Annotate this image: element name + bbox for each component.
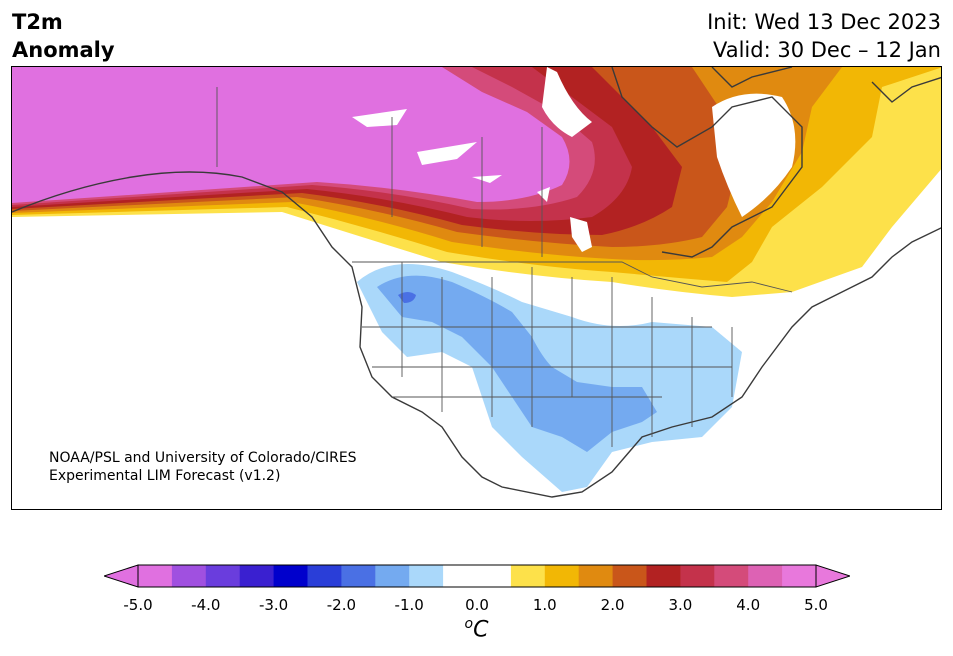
great-lake-2 [417,142,477,165]
colorbar-tick-label: 1.0 [532,596,557,614]
colorbar-tick-label: -3.0 [258,596,289,614]
colorbar-ticks: -5.0 -4.0 -3.0 -2.0 -1.0 0.0 1.0 2.0 3.0 4.0 5.0 [0,596,953,616]
colorbar-cell [544,565,580,587]
cold-band-neg1p0 [377,275,657,452]
anomaly-map [11,66,942,510]
great-lake-3 [472,175,502,183]
great-lake-4 [537,187,550,202]
colorbar-cell [443,565,478,587]
colorbar-cell [510,565,546,587]
cold-band-neg1p5 [398,292,416,303]
colorbar-cell [171,565,207,587]
colorbar-tick-label: -4.0 [191,596,221,614]
init-date: Init: Wed 13 Dec 2023 [707,10,941,34]
map-svg [12,67,941,498]
colorbar-cell [748,565,783,587]
title-line-2: Anomaly [12,38,115,62]
great-lake-5 [570,217,592,252]
colorbar-left-arrow [104,564,139,588]
colorbar-cell [782,565,817,587]
great-lake-1 [352,109,407,127]
colorbar-cell [714,565,749,587]
colorbar-tick-label: -1.0 [394,596,424,614]
colorbar-cell [205,565,241,587]
credit-text: NOAA/PSL and University of Colorado/CIRE… [49,449,357,485]
coastlines [12,67,941,498]
warm-band-4p5 [12,67,570,203]
colorbar-tick-label: -5.0 [123,596,153,614]
colorbar-cell [239,565,275,587]
plot-title: T2m Anomaly [12,8,115,64]
colorbar-cell [375,565,410,587]
hudson-bay [542,67,592,137]
forecast-dates: Init: Wed 13 Dec 2023 Valid: 30 Dec – 12… [707,8,941,64]
credit-line-2: Experimental LIM Forecast (v1.2) [49,468,281,484]
colorbar-cell [307,565,342,587]
colorbar-cell [477,565,512,587]
colorbar-outline [137,564,817,588]
colorbar-tick-label: -2.0 [326,596,357,614]
colorbar-tick-label: 5.0 [804,596,828,614]
valid-range: Valid: 30 Dec – 12 Jan [712,38,941,62]
colorbar-cells [138,565,817,587]
colorbar-cell [578,565,614,587]
colorbar-tick-label: 2.0 [600,596,625,614]
colorbar-cell [409,565,444,587]
borders [216,87,793,447]
credit-line-1: NOAA/PSL and University of Colorado/CIRE… [49,450,357,466]
colorbar-cell [273,565,308,587]
title-line-1: T2m [12,10,63,34]
colorbar-cell [138,565,173,587]
colorbar-cell [612,565,647,587]
unit-degree: o [464,616,474,632]
colorbar-right-arrow [815,564,850,588]
colorbar-cell [680,565,715,587]
colorbar-tick-label: 0.0 [465,596,489,614]
colorbar-cell [646,565,681,587]
colorbar-cell [341,565,376,587]
colorbar-unit: oC [0,616,953,642]
colorbar-tick-label: 3.0 [668,596,693,614]
neutral-quebec [712,93,796,217]
colorbar-tick-label: 4.0 [736,596,761,614]
unit-celsius: C [473,617,489,643]
colorbar [104,564,850,588]
